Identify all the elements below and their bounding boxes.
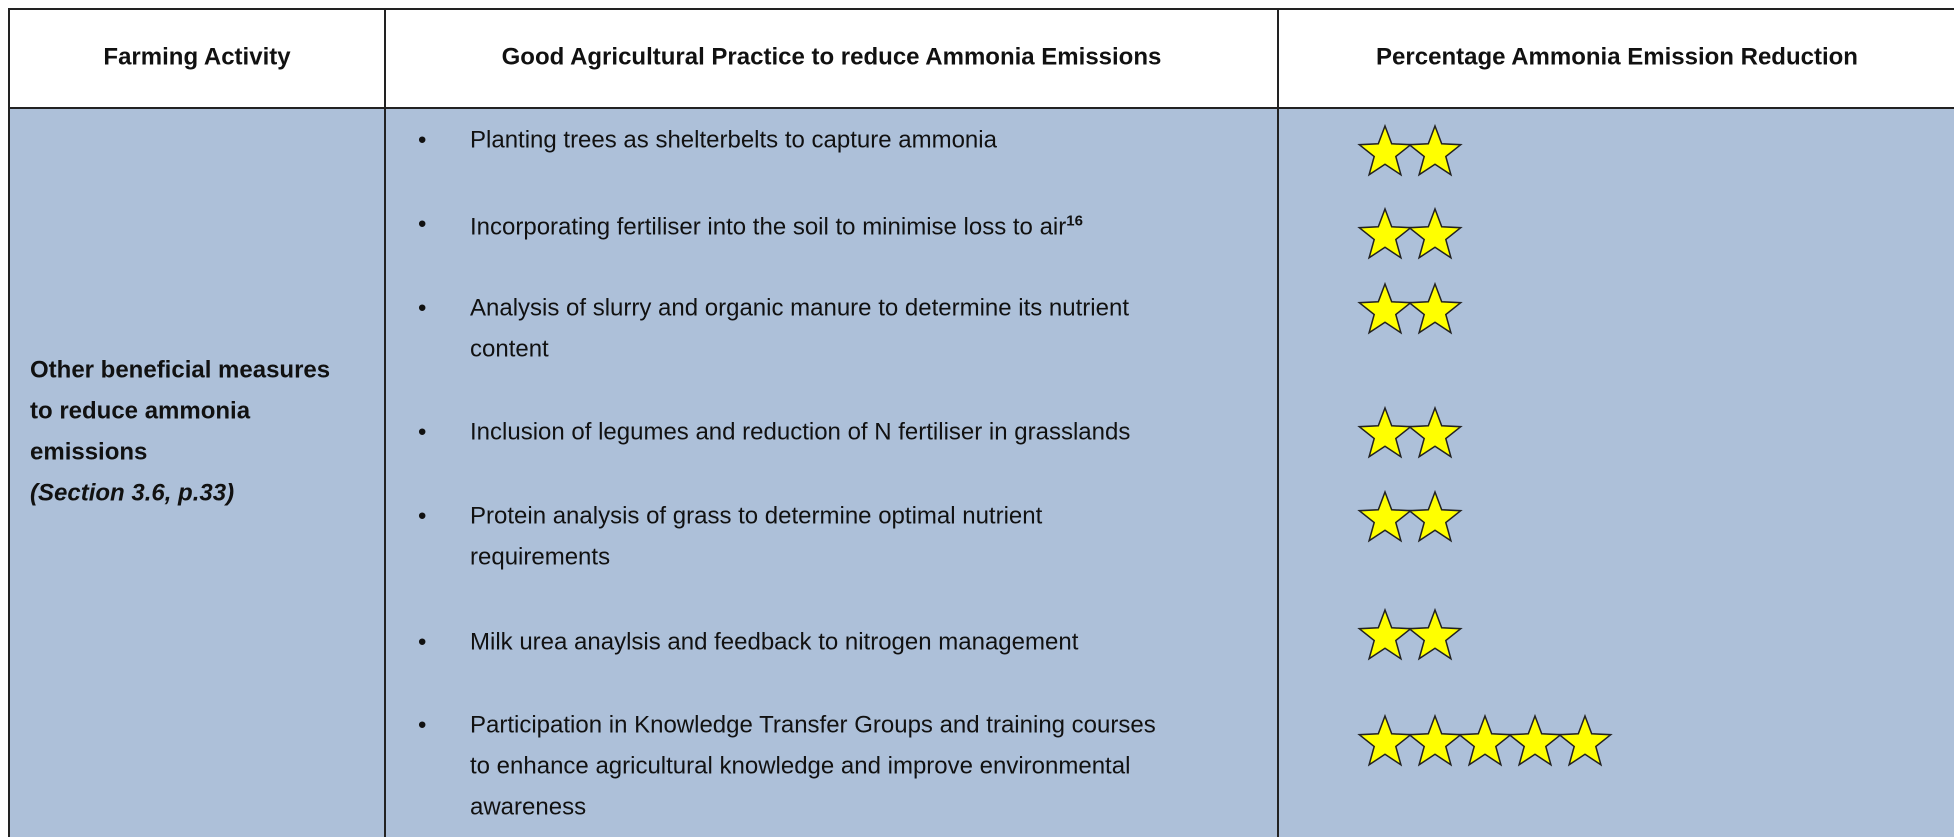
star — [1357, 607, 1413, 661]
star — [1557, 713, 1613, 767]
star-rating — [1357, 206, 1463, 260]
star — [1457, 713, 1513, 767]
star — [1407, 405, 1463, 459]
body-cell — [8, 107, 386, 837]
star-rating — [1357, 405, 1463, 459]
star — [1407, 713, 1463, 767]
star — [1407, 206, 1463, 260]
star — [1357, 713, 1413, 767]
star — [1407, 123, 1463, 177]
footnote-ref: 16 — [1066, 212, 1083, 230]
reference: (Section 3.6, p.33) — [30, 479, 235, 507]
activity-line: Other beneficial measures — [30, 356, 331, 384]
practice-line: Participation in Knowledge Transfer Grou… — [470, 711, 1156, 739]
practice-line: Analysis of slurry and organic manure to… — [470, 294, 1129, 322]
header: Percentage Ammonia Emission Reduction — [1376, 43, 1858, 71]
star — [1357, 405, 1413, 459]
star-rating — [1357, 713, 1613, 767]
practice-line: content — [470, 335, 549, 363]
bullet: • — [418, 418, 427, 446]
practice-line: Incorporating fertiliser into the soil t… — [470, 212, 1083, 241]
practice-line: requirements — [470, 543, 611, 571]
bullet: • — [418, 628, 427, 656]
bullet: • — [418, 502, 427, 530]
header: Good Agricultural Practice to reduce Amm… — [501, 43, 1162, 71]
practice-line: Protein analysis of grass to determine o… — [470, 502, 1043, 530]
star — [1407, 281, 1463, 335]
header: Farming Activity — [103, 43, 291, 71]
star — [1357, 123, 1413, 177]
star-rating — [1357, 607, 1463, 661]
star — [1357, 489, 1413, 543]
star-rating — [1357, 281, 1463, 335]
bullet: • — [418, 126, 427, 154]
activity-line: emissions — [30, 438, 148, 466]
star — [1357, 206, 1413, 260]
star — [1507, 713, 1563, 767]
practice-line: Inclusion of legumes and reduction of N … — [470, 418, 1131, 446]
star-rating — [1357, 123, 1463, 177]
bullet: • — [418, 210, 427, 238]
practice-line: Planting trees as shelterbelts to captur… — [470, 126, 997, 154]
star — [1357, 281, 1413, 335]
activity-line: to reduce ammonia — [30, 397, 251, 425]
practice-line: Milk urea anaylsis and feedback to nitro… — [470, 628, 1079, 656]
star-rating — [1357, 489, 1463, 543]
bullet: • — [418, 294, 427, 322]
star — [1407, 489, 1463, 543]
star — [1407, 607, 1463, 661]
practice-line: awareness — [470, 793, 587, 821]
bullet: • — [418, 711, 427, 739]
practice-line: to enhance agricultural knowledge and im… — [470, 752, 1131, 780]
